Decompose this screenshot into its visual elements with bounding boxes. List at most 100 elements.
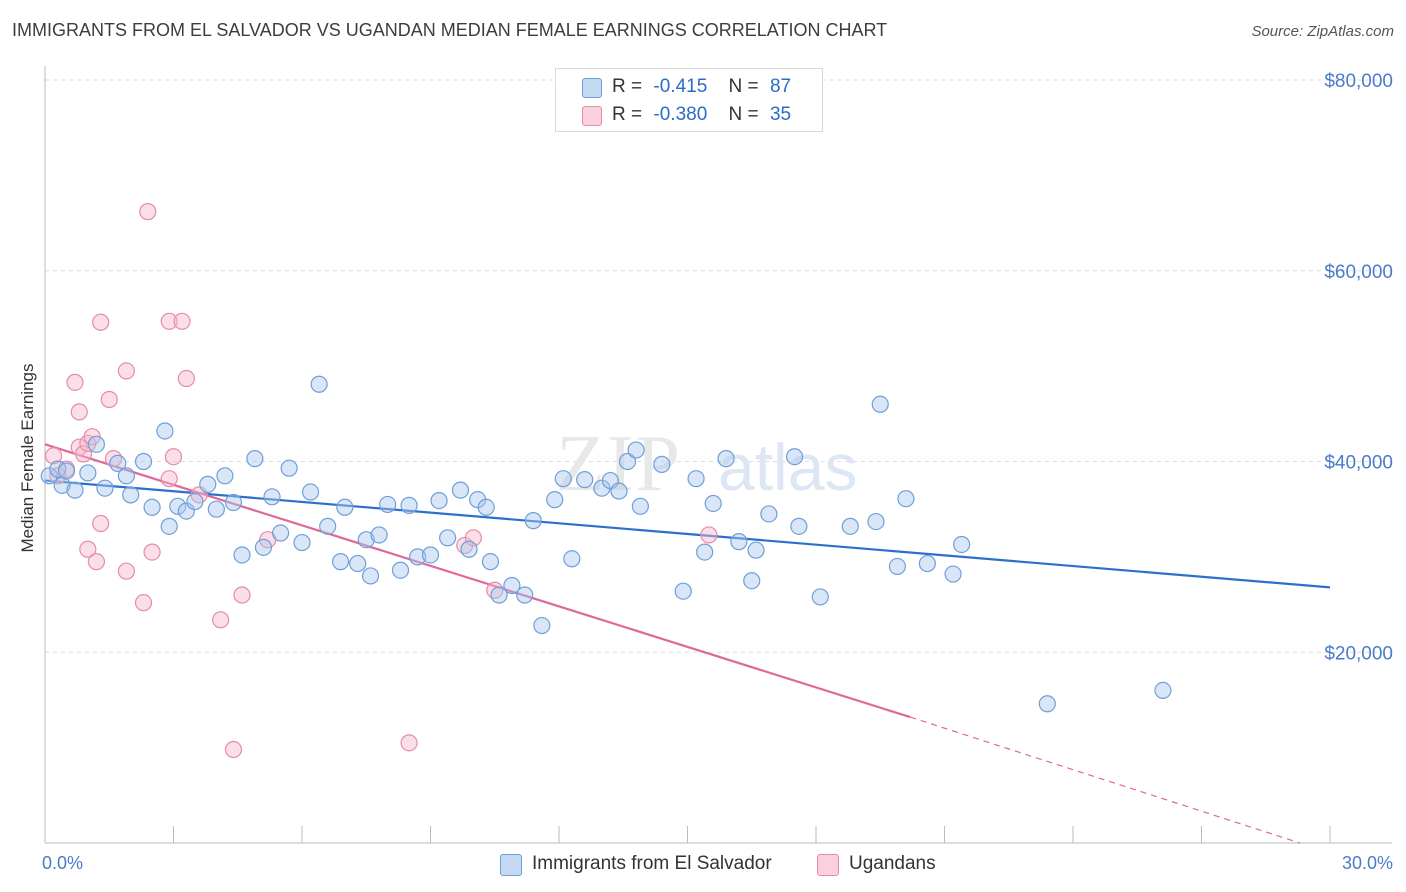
point-el-salvador (319, 517, 337, 535)
point-el-salvador (888, 557, 906, 576)
point-ugandans (117, 362, 135, 380)
point-el-salvador (233, 546, 251, 564)
point-el-salvador (430, 492, 448, 510)
point-el-salvador (177, 502, 195, 520)
point-el-salvador (867, 512, 885, 531)
point-el-salvador (811, 588, 829, 606)
point-el-salvador (224, 493, 243, 512)
point-ugandans (700, 526, 718, 544)
point-ugandans (79, 540, 97, 558)
point-el-salvador (674, 582, 692, 600)
point-ugandans (74, 445, 93, 463)
x-axis (44, 66, 1392, 844)
point-el-salvador (1038, 695, 1056, 713)
legend-r-value: -0.415 (653, 76, 708, 97)
point-el-salvador (254, 538, 273, 556)
point-el-salvador (271, 524, 290, 542)
data-points (40, 203, 1172, 759)
point-el-salvador (730, 533, 748, 551)
point-el-salvador (1154, 681, 1172, 700)
watermark-zip: ZIP (556, 420, 682, 508)
legend-n-value: 87 (769, 76, 792, 97)
gridlines (45, 79, 1392, 653)
series-swatch-blue (500, 854, 522, 876)
point-el-salvador (653, 455, 671, 473)
correlation-legend: R = -0.415 N = 87 R = -0.380 N = 35 (555, 68, 823, 132)
point-el-salvador (216, 467, 234, 485)
point-el-salvador (280, 459, 298, 477)
point-el-salvador (944, 565, 962, 583)
point-el-salvador (79, 464, 97, 482)
point-el-salvador (109, 454, 127, 473)
point-el-salvador (576, 471, 594, 489)
point-el-salvador (134, 452, 153, 471)
point-el-salvador (391, 561, 410, 579)
point-ugandans (164, 448, 183, 466)
trend-lines (44, 443, 1331, 844)
chart-title: IMMIGRANTS FROM EL SALVADOR VS UGANDAN M… (12, 20, 888, 40)
point-el-salvador (336, 498, 354, 516)
point-el-salvador (117, 467, 135, 485)
y-tick-label: $40,000 (1324, 453, 1393, 474)
point-el-salvador (704, 494, 722, 513)
trend-line-ugandans (44, 443, 911, 719)
legend-r-label: R = (612, 76, 643, 97)
point-el-salvador (871, 395, 889, 413)
point-el-salvador (477, 498, 495, 516)
point-el-salvador (790, 517, 808, 535)
point-el-salvador (460, 540, 478, 558)
point-ugandans (139, 203, 157, 221)
series-label: Immigrants from El Salvador (532, 853, 772, 874)
point-el-salvador (533, 616, 551, 635)
legend-r-label: R = (612, 104, 643, 125)
point-el-salvador (379, 495, 397, 514)
point-ugandans (212, 611, 230, 629)
point-el-salvador (96, 479, 114, 497)
point-el-salvador (760, 505, 778, 523)
point-el-salvador (122, 486, 140, 504)
point-el-salvador (627, 441, 645, 459)
point-el-salvador (918, 554, 936, 573)
point-el-salvador (747, 541, 765, 559)
point-el-salvador (263, 488, 281, 506)
point-el-salvador (785, 448, 804, 466)
point-el-salvador (143, 498, 161, 516)
point-el-salvador (169, 497, 187, 515)
point-el-salvador (66, 481, 84, 499)
point-el-salvador (349, 554, 367, 573)
point-el-salvador (610, 482, 628, 500)
point-el-salvador (186, 492, 204, 511)
point-el-salvador (357, 531, 375, 549)
series-swatch-pink (817, 854, 839, 876)
point-ugandans (224, 740, 243, 759)
point-ugandans (66, 373, 84, 391)
x-tick-label: 0.0% (42, 853, 83, 873)
point-el-salvador (481, 553, 500, 571)
point-el-salvador (207, 500, 225, 518)
point-el-salvador (546, 491, 564, 509)
point-el-salvador (717, 450, 735, 468)
point-ugandans (70, 403, 88, 421)
legend-n-value: 35 (769, 104, 792, 125)
x-tick-labels: 0.0% 30.0% (42, 853, 1393, 873)
point-el-salvador (524, 512, 542, 530)
point-ugandans (100, 390, 118, 409)
point-ugandans (233, 586, 251, 604)
point-el-salvador (841, 517, 859, 535)
point-el-salvador (897, 490, 915, 508)
source-label: Source: ZipAtlas.com (1251, 23, 1394, 40)
watermark-atlas: atlas (718, 430, 857, 504)
legend-swatch-pink (582, 106, 602, 126)
y-tick-label: $80,000 (1324, 71, 1393, 92)
point-ugandans (92, 514, 110, 533)
y-tick-label: $60,000 (1324, 262, 1393, 283)
y-tick-labels: $20,000 $40,000 $60,000 $80,000 (1324, 71, 1393, 664)
point-ugandans (173, 312, 191, 330)
point-ugandans (160, 470, 178, 488)
point-el-salvador (554, 470, 572, 488)
point-el-salvador (160, 517, 178, 535)
point-el-salvador (57, 462, 76, 480)
point-ugandans (177, 369, 195, 388)
point-el-salvador (451, 481, 470, 499)
point-ugandans (143, 543, 161, 561)
